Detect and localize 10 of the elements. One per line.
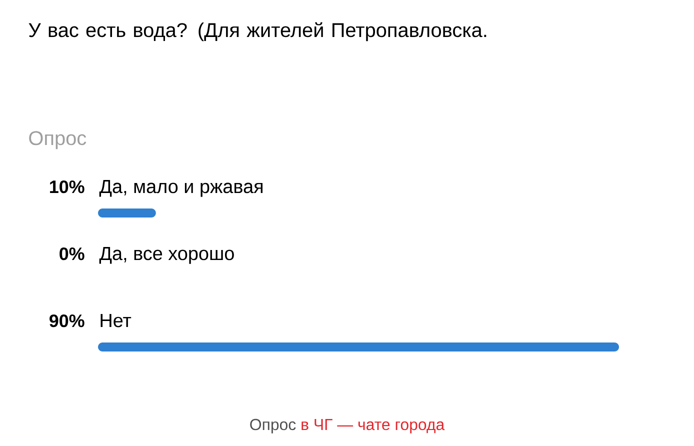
text: в ЧГ — чате города bbox=[302, 419, 445, 434]
data-label: 90% bbox=[50, 314, 84, 328]
y-tick-label: Да, мало и ржавая bbox=[99, 180, 263, 197]
data-label: 0% bbox=[60, 247, 84, 260]
y-tick-label: Да, все хорошо bbox=[99, 246, 234, 264]
chart-subtitle: Опрос bbox=[29, 131, 86, 150]
y-tick-label: Нет bbox=[100, 314, 132, 328]
chart-title: У вас есть вода? (Для жителей Петропавловска. bbox=[28, 22, 486, 42]
text: Опрос bbox=[250, 418, 296, 434]
data-label: 10% bbox=[50, 180, 84, 194]
